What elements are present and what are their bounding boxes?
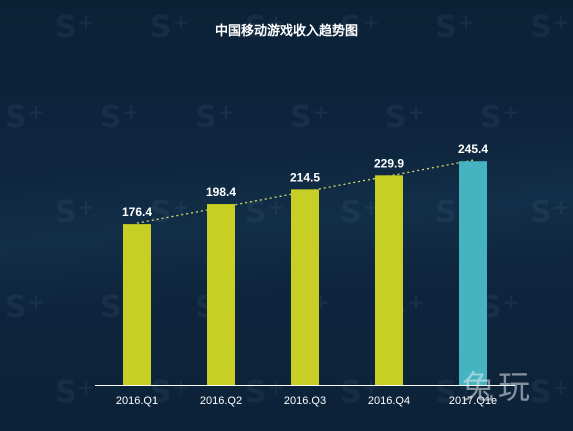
bar-2016.Q2 (207, 204, 235, 385)
chart-title: 中国移动游戏收入趋势图 (214, 24, 358, 39)
x-tick-label: 2016.Q4 (368, 395, 410, 407)
x-tick-label: 2016.Q3 (284, 395, 326, 407)
bar-2016.Q4 (375, 175, 403, 385)
bar-2017.Q1e (459, 161, 487, 385)
x-tick-label: 2016.Q2 (200, 395, 242, 407)
data-label: 229.9 (374, 156, 404, 170)
data-label: 176.4 (122, 205, 152, 219)
data-label: 245.4 (458, 142, 488, 156)
bar-2016.Q3 (291, 189, 319, 385)
bar-2016.Q1 (123, 224, 151, 385)
x-tick-label: 2017.Q1e (449, 395, 497, 407)
x-tick-label: 2016.Q1 (116, 395, 158, 407)
data-label: 214.5 (290, 170, 320, 184)
site-logo: 兔玩 (462, 368, 535, 406)
data-label: 198.4 (206, 185, 236, 199)
